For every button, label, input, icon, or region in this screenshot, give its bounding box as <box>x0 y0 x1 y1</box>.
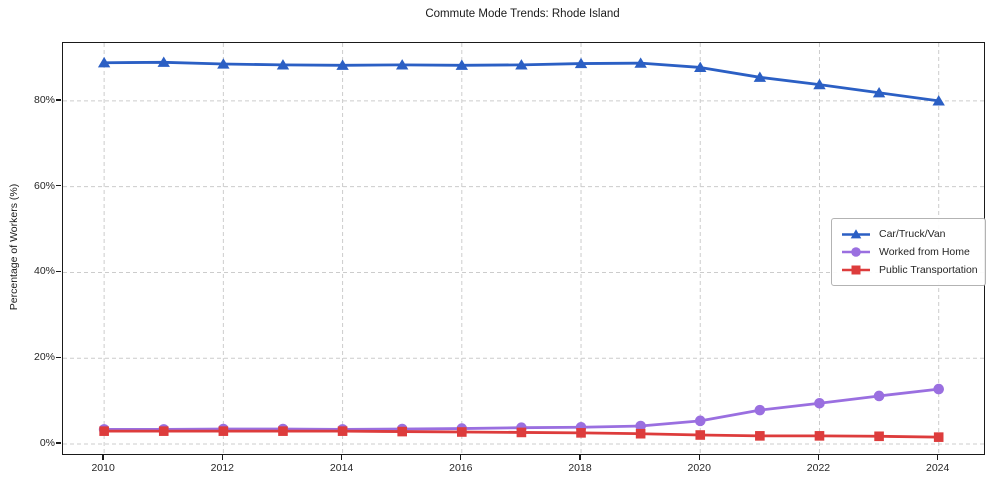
x-tick-label-2022: 2022 <box>806 462 831 474</box>
marker-circle-worked-from-home-2019 <box>635 420 646 432</box>
legend-line-triangle-icon <box>842 229 870 239</box>
y-tick-label-20: 20% <box>33 351 55 364</box>
marker-square-public-transportation-2019 <box>635 428 646 439</box>
legend-item-public-transportation: Public Transportation <box>840 261 978 279</box>
legend-item-car-truck-van: Car/Truck/Van <box>840 225 976 243</box>
legend-label: Car/Truck/Van <box>879 228 946 240</box>
x-tick-label-2018: 2018 <box>568 462 592 474</box>
x-tick-mark-2018 <box>579 454 581 460</box>
marker-circle-worked-from-home-2021 <box>754 404 766 416</box>
x-tick-mark-2012 <box>221 454 224 460</box>
y-tick-mark-0 <box>56 442 61 444</box>
legend-line-circle-icon <box>842 247 870 257</box>
chart-title: Commute Mode Trends: Rhode Island <box>425 8 620 20</box>
x-tick-mark-2020 <box>698 454 700 460</box>
marker-square-public-transportation-2013 <box>278 426 288 436</box>
marker-triangle-car-truck-van-2016 <box>455 59 469 70</box>
marker-triangle-car-truck-van-2010 <box>97 56 111 68</box>
marker-square-public-transportation-2015 <box>397 426 407 437</box>
marker-square-public-transportation-2024 <box>933 432 944 442</box>
marker-triangle-car-truck-van-2020 <box>694 61 707 73</box>
marker-triangle-car-truck-van-2023 <box>872 86 886 98</box>
marker-square-public-transportation-2022 <box>814 431 825 441</box>
marker-triangle-car-truck-van-2021 <box>753 71 767 82</box>
y-tick-mark-20 <box>56 356 61 358</box>
x-tick-mark-2010 <box>102 454 104 460</box>
marker-square-public-transportation-2010 <box>99 426 109 436</box>
marker-triangle-car-truck-van-2014 <box>336 59 349 70</box>
marker-triangle-car-truck-van-2012 <box>217 58 230 69</box>
legend-line-square-icon <box>842 265 870 275</box>
marker-square-public-transportation-2017 <box>516 427 527 438</box>
y-tick-label-0: 0% <box>39 437 55 449</box>
x-tick-label-2016: 2016 <box>449 462 473 474</box>
marker-square-public-transportation-2011 <box>158 426 169 436</box>
marker-square-public-transportation-2020 <box>695 430 706 440</box>
legend-item-worked-from-home: Worked from Home <box>840 243 976 261</box>
x-tick-label-2024: 2024 <box>926 462 950 474</box>
x-tick-mark-2024 <box>936 454 939 460</box>
marker-circle-worked-from-home-2020 <box>694 415 706 427</box>
marker-circle-worked-from-home-2022 <box>814 397 825 409</box>
chart-canvas <box>63 43 984 454</box>
x-tick-label-2010: 2010 <box>91 462 115 474</box>
marker-triangle-car-truck-van-2015 <box>395 59 409 70</box>
x-tick-label-2020: 2020 <box>687 462 711 474</box>
x-tick-label-2012: 2012 <box>210 462 235 474</box>
plot-area: Car/Truck/Van Worked from Home Public Tr… <box>62 42 986 455</box>
marker-triangle-car-truck-van-2018 <box>574 57 588 69</box>
legend-label: Public Transportation <box>879 264 978 276</box>
marker-square-public-transportation-2023 <box>874 431 884 442</box>
marker-circle-worked-from-home-2023 <box>873 390 885 402</box>
marker-triangle-car-truck-van-2013 <box>276 59 290 70</box>
legend: Car/Truck/Van Worked from Home Public Tr… <box>831 218 986 286</box>
marker-circle-worked-from-home-2024 <box>933 383 944 395</box>
y-tick-label-40: 40% <box>33 265 55 278</box>
x-tick-mark-2022 <box>817 454 820 460</box>
marker-triangle-car-truck-van-2019 <box>634 57 647 68</box>
x-tick-label-2014: 2014 <box>329 462 354 474</box>
y-tick-mark-40 <box>56 270 61 273</box>
marker-square-public-transportation-2016 <box>457 427 467 437</box>
marker-triangle-car-truck-van-2022 <box>813 78 826 90</box>
marker-triangle-car-truck-van-2024 <box>932 95 945 106</box>
marker-triangle-car-truck-van-2017 <box>515 59 528 70</box>
x-tick-mark-2014 <box>340 454 343 460</box>
marker-triangle-car-truck-van-2011 <box>157 56 170 67</box>
y-tick-label-80: 80% <box>33 93 55 106</box>
marker-square-public-transportation-2014 <box>337 426 348 436</box>
y-axis-label: Percentage of Workers (%) <box>8 183 20 311</box>
x-tick-mark-2016 <box>460 454 462 460</box>
marker-square-public-transportation-2012 <box>218 426 229 436</box>
legend-label: Worked from Home <box>879 246 970 258</box>
y-tick-label-60: 60% <box>33 179 55 192</box>
marker-square-public-transportation-2021 <box>755 431 765 441</box>
marker-square-public-transportation-2018 <box>576 428 586 438</box>
y-tick-mark-80 <box>56 99 61 101</box>
y-tick-mark-60 <box>56 184 61 187</box>
